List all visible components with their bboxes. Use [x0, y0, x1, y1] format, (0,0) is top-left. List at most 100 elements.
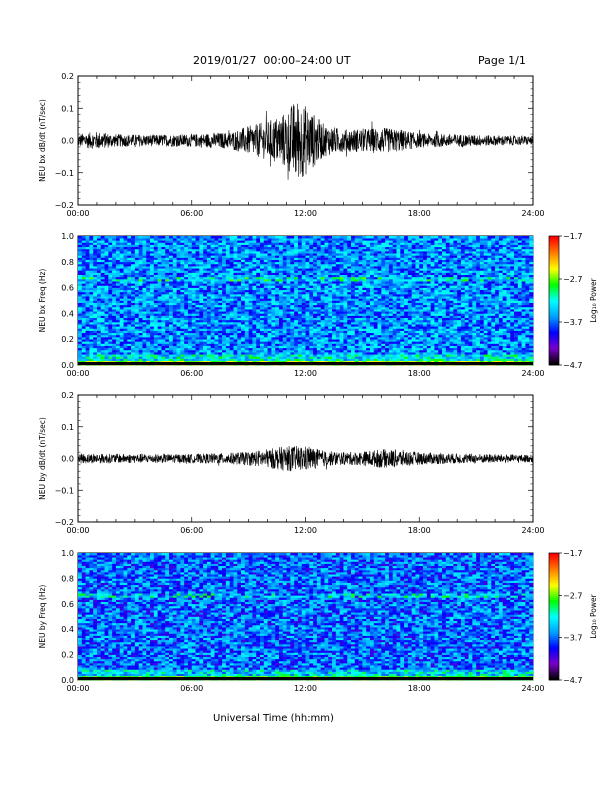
spectrogram-cell: [290, 354, 295, 357]
spectrogram-cell: [104, 330, 109, 334]
spectrogram-cell: [172, 354, 177, 357]
spectrogram-cell: [442, 326, 447, 329]
spectrogram-cell: [165, 352, 170, 355]
spectrogram-cell: [172, 341, 177, 344]
spectrogram-cell: [187, 334, 193, 338]
spectrogram-cell: [324, 352, 329, 355]
spectrogram-cell: [468, 347, 473, 351]
spectrogram-cell: [309, 300, 314, 303]
spectrogram-cell: [313, 334, 318, 338]
spectrogram-cell: [498, 339, 503, 342]
spectrogram-cell: [290, 330, 295, 334]
spectrogram-cell: [502, 358, 507, 361]
spectrogram-cell: [218, 326, 223, 329]
spectrogram-cell: [385, 291, 390, 295]
spectrogram-cell: [203, 326, 208, 329]
spectrogram-cell: [297, 334, 303, 338]
spectrogram-cell: [514, 289, 519, 293]
spectrogram-cell: [123, 341, 128, 344]
spectrogram-cell: [396, 289, 401, 293]
spectrogram-cell: [320, 328, 325, 331]
spectrogram-cell: [241, 289, 246, 293]
spectrogram-cell: [218, 283, 223, 286]
spectrogram-cell: [411, 300, 416, 303]
spectrogram-cell: [233, 300, 238, 303]
spectrogram-cell: [85, 315, 90, 318]
spectrogram-cell: [498, 287, 503, 291]
spectrogram-cell: [320, 315, 325, 318]
spectrogram-cell: [445, 294, 450, 297]
spectrogram-cell: [157, 287, 162, 291]
spectrogram-cell: [127, 324, 132, 327]
spectrogram-cell: [464, 343, 469, 346]
spectrogram-cell: [252, 279, 257, 282]
spectrogram-cell: [131, 294, 136, 297]
spectrogram-cell: [525, 298, 530, 301]
spectrogram-cell: [347, 304, 352, 308]
spectrogram-cell: [282, 279, 287, 282]
spectrogram-cell: [187, 302, 193, 306]
spectrogram-cell: [78, 345, 83, 349]
spectrogram-cell: [150, 341, 155, 344]
spectrogram-cell: [119, 313, 124, 316]
spectrogram-cell: [514, 352, 519, 355]
spectrogram-cell: [358, 354, 363, 357]
spectrogram-cell: [404, 306, 409, 310]
spectrogram-cell: [510, 298, 515, 301]
spectrogram-cell: [104, 309, 109, 312]
spectrogram-cell: [241, 324, 246, 327]
spectrogram-cell: [282, 285, 287, 288]
spectrogram-cell: [222, 311, 227, 314]
spectrogram-cell: [313, 289, 318, 293]
spectrogram-cell: [161, 345, 166, 349]
x-tick-label: 18:00: [408, 369, 431, 378]
spectrogram-cell: [294, 337, 299, 340]
spectrogram-cell: [472, 322, 477, 325]
spectrogram-cell: [78, 347, 83, 351]
spectrogram-cell: [229, 302, 234, 306]
spectrogram-cell: [442, 328, 447, 331]
spectrogram-cell: [423, 322, 428, 325]
spectrogram-cell: [78, 337, 83, 340]
spectrogram-cell: [104, 315, 109, 318]
spectrogram-cell: [290, 334, 295, 338]
spectrogram-cell: [483, 319, 488, 323]
spectrogram-cell: [309, 345, 314, 349]
spectrogram-cell: [445, 347, 450, 351]
spectrogram-cell: [233, 285, 238, 288]
spectrogram-cell: [112, 337, 117, 340]
spectrogram-cell: [415, 328, 420, 331]
spectrogram-cell: [483, 330, 488, 334]
spectrogram-cell: [81, 356, 86, 359]
spectrogram-cell: [260, 311, 265, 314]
spectrogram-cell: [150, 315, 155, 318]
spectrogram-cell: [104, 326, 109, 329]
spectrogram-cell: [415, 347, 420, 351]
spectrogram-cell: [369, 289, 375, 293]
spectrogram-cell: [131, 291, 136, 295]
spectrogram-cell: [115, 291, 121, 295]
spectrogram-cell: [81, 294, 86, 297]
spectrogram-cell: [506, 352, 511, 355]
spectrogram-cell: [525, 311, 530, 314]
spectrogram-cell: [150, 319, 155, 323]
spectrogram-cell: [457, 302, 462, 306]
spectrogram-cell: [206, 341, 212, 344]
spectrogram-cell: [453, 309, 458, 312]
spectrogram-cell: [138, 354, 143, 357]
spectrogram-cell: [309, 304, 314, 308]
spectrogram-cell: [521, 315, 526, 318]
spectrogram-cell: [347, 309, 352, 312]
spectrogram-cell: [445, 360, 450, 364]
spectrogram-cell: [377, 313, 382, 316]
spectrogram-cell: [373, 347, 378, 351]
spectrogram-cell: [483, 315, 488, 318]
spectrogram-cell: [460, 309, 466, 312]
spectrogram-cell: [214, 334, 219, 338]
spectrogram-cell: [252, 306, 257, 310]
spectrogram-cell: [222, 294, 227, 297]
spectrogram-cell: [282, 317, 287, 321]
spectrogram-cell: [400, 302, 405, 306]
spectrogram-cell: [282, 354, 287, 357]
spectrogram-cell: [525, 356, 530, 359]
